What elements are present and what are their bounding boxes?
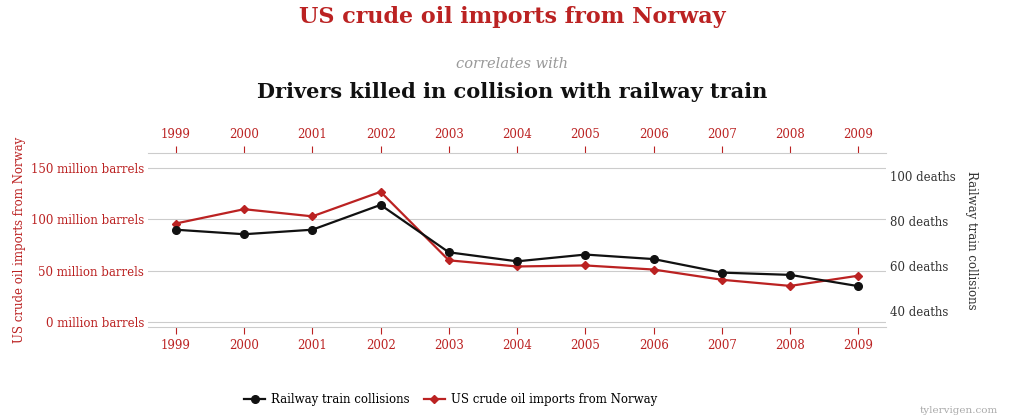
Y-axis label: Railway train collisions: Railway train collisions [965,171,978,309]
Text: tylervigen.com: tylervigen.com [921,406,998,415]
Text: US crude oil imports from Norway: US crude oil imports from Norway [299,6,725,28]
Text: Drivers killed in collision with railway train: Drivers killed in collision with railway… [257,82,767,102]
Text: correlates with: correlates with [456,57,568,70]
Y-axis label: US crude oil imports from Norway: US crude oil imports from Norway [12,137,26,343]
Legend: Railway train collisions, US crude oil imports from Norway: Railway train collisions, US crude oil i… [240,388,662,411]
